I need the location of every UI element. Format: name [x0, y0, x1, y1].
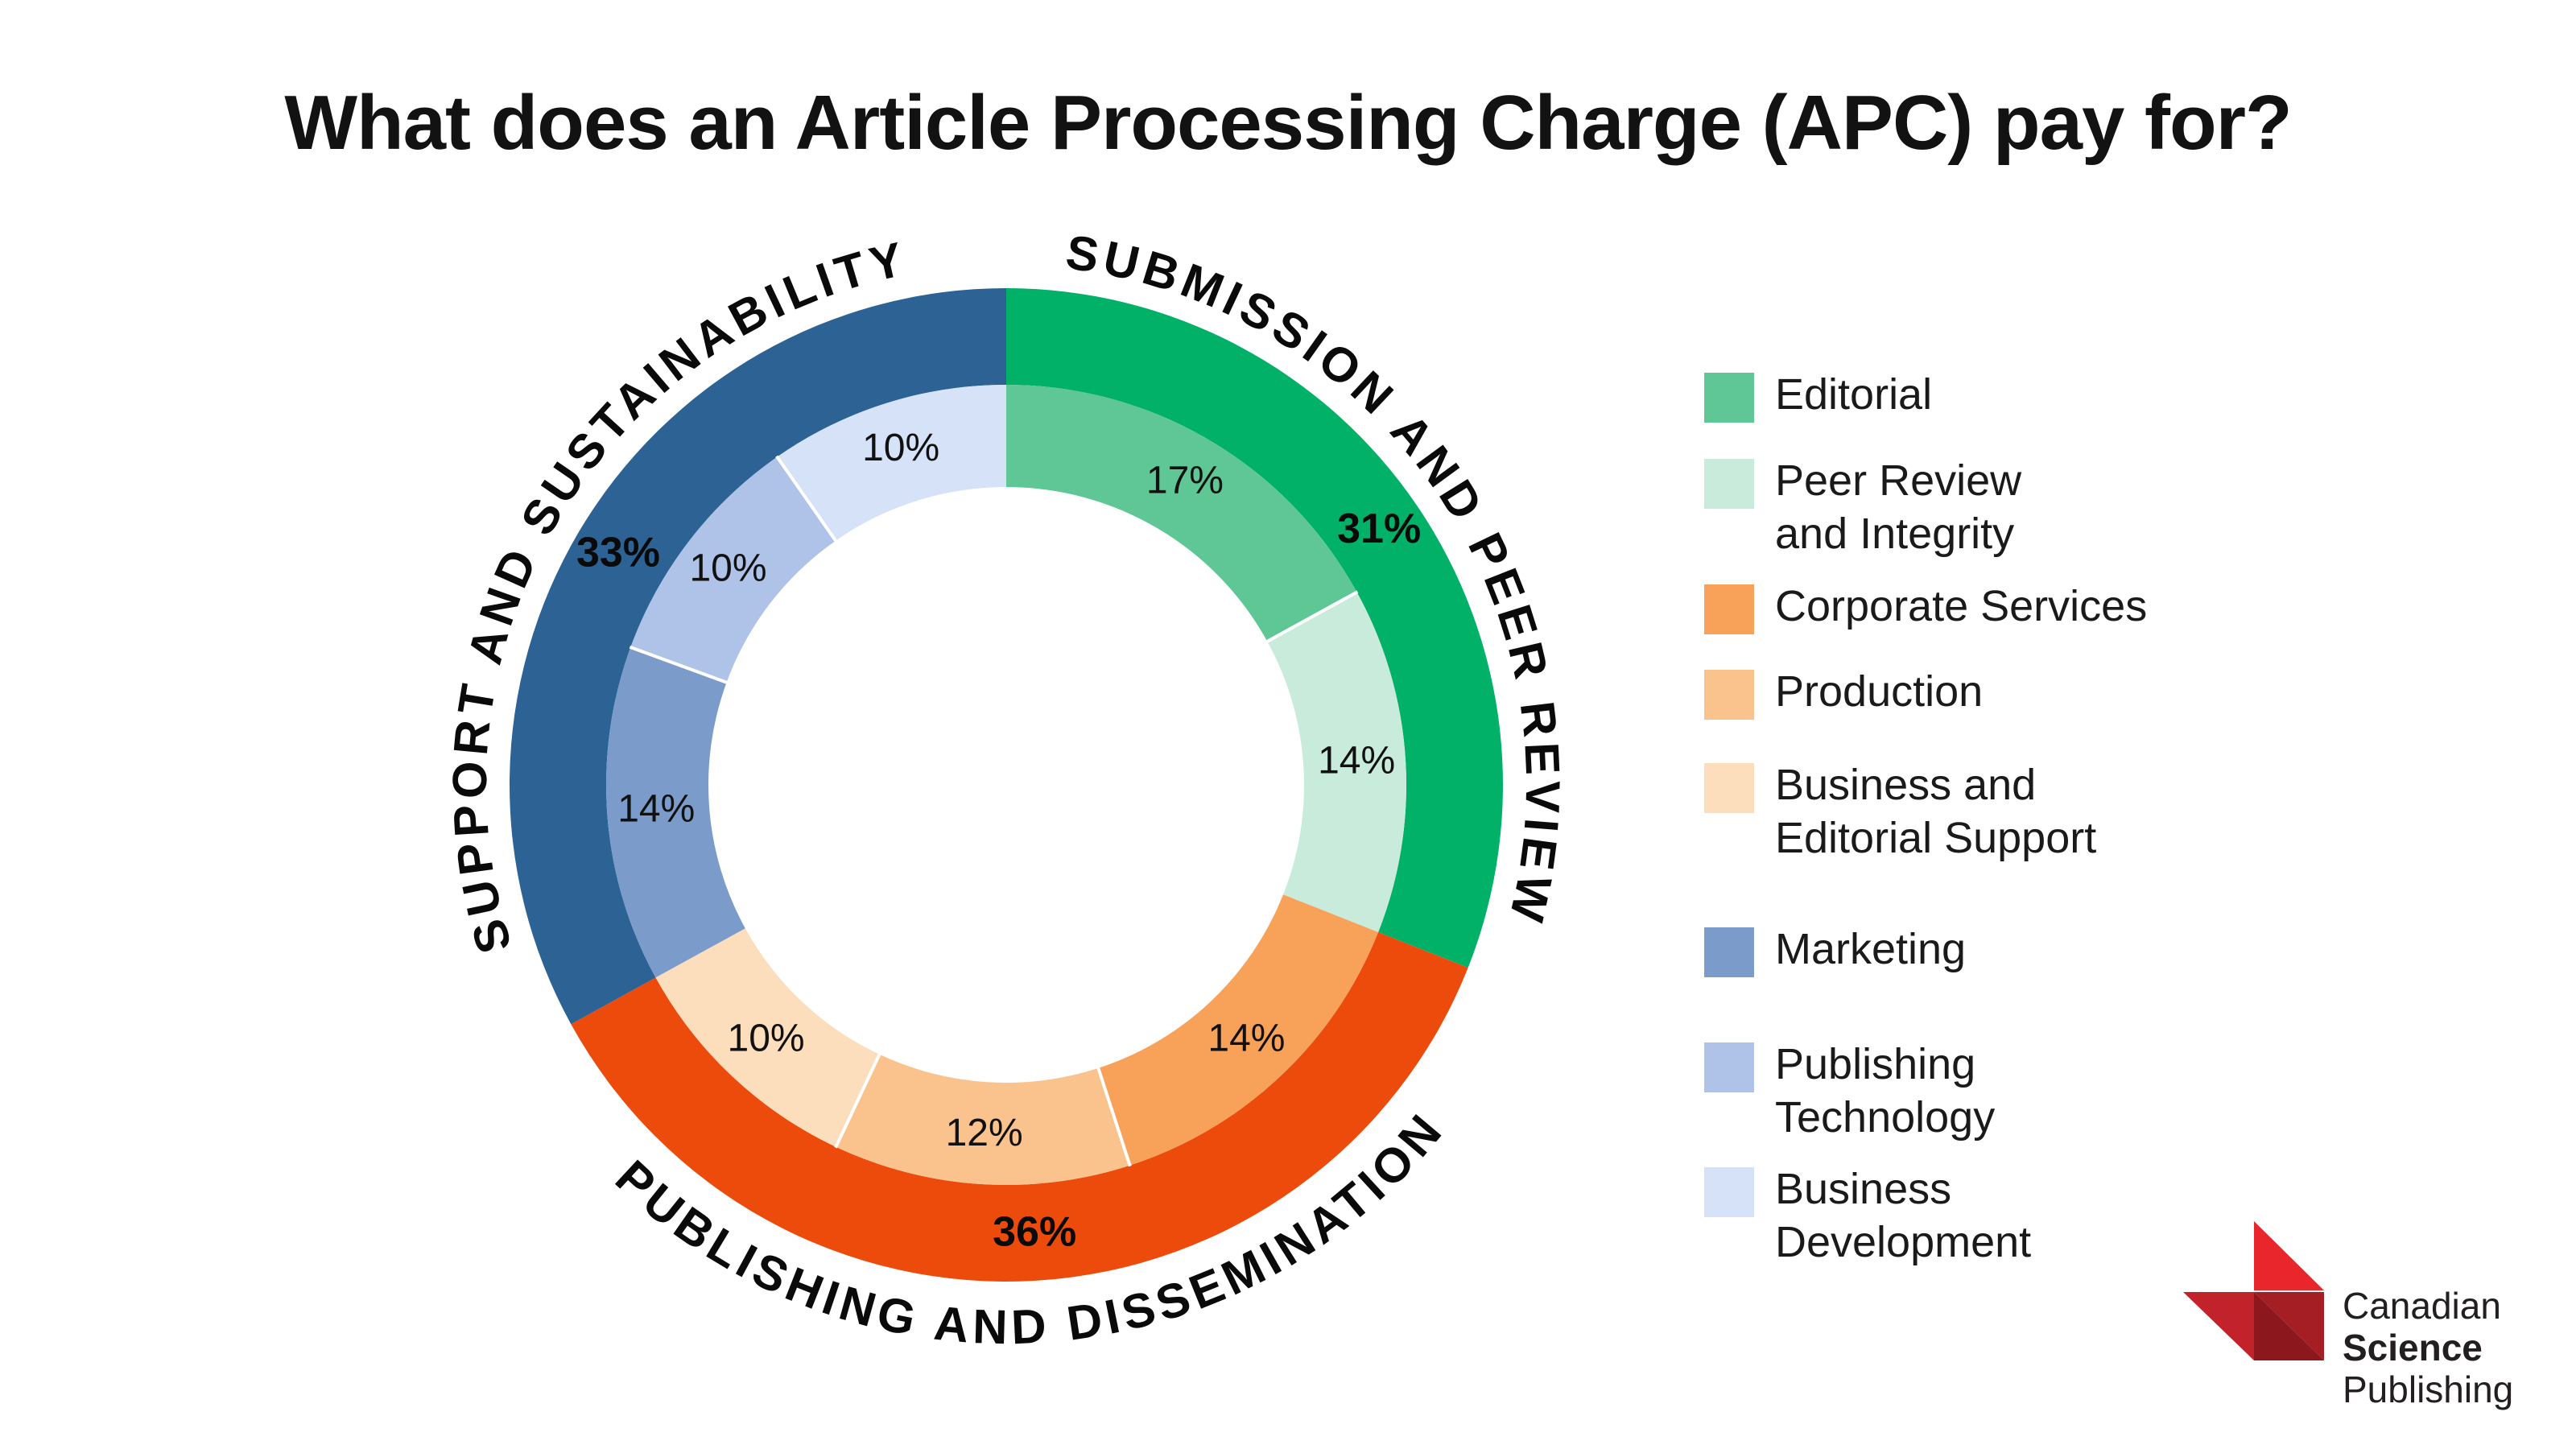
legend-item-business-development: Business Development: [1704, 1165, 2031, 1274]
legend-item-production: Production: [1704, 667, 1983, 723]
legend-label-production: Production: [1775, 667, 1984, 716]
legend-item-marketing: Marketing: [1704, 925, 1966, 980]
group-arc-submission-and-peer-review: [1006, 288, 1503, 968]
segment-divider: [834, 1052, 882, 1149]
segment-value-marketing: 14%: [617, 788, 695, 831]
legend-item-corporate-services: Corporate Services: [1704, 582, 2147, 638]
logo-text-line3: Publishing: [2343, 1368, 2513, 1410]
segment-arc-business-development: [777, 385, 1006, 541]
segment-arc-production: [836, 1054, 1130, 1186]
legend-label-business-and-editorial-support: Business and Editorial Support: [1775, 761, 2097, 862]
segment-value-business-development: 10%: [862, 427, 939, 469]
legend-swatch-marketing: [1704, 927, 1754, 977]
segment-divider: [629, 645, 729, 685]
logo-mark-square-bottom: [2254, 1292, 2324, 1360]
segment-value-publishing-technology: 10%: [689, 547, 766, 590]
legend-swatch-peer-review-and-integrity: [1704, 459, 1754, 509]
csp-logo: Canadian Science Publishing: [2183, 1221, 2513, 1410]
group-value-publishing-and-dissemination: 36%: [993, 1209, 1076, 1256]
segment-value-business-and-editorial-support: 10%: [728, 1018, 805, 1060]
segment-divider: [775, 455, 838, 543]
legend-item-publishing-technology: Publishing Technology: [1704, 1040, 1995, 1149]
segment-arc-publishing-technology: [630, 456, 836, 683]
segment-arc-business-and-editorial-support: [655, 928, 880, 1147]
legend-label-marketing: Marketing: [1775, 925, 1967, 973]
legend-swatch-editorial: [1704, 373, 1754, 423]
group-value-support-and-sustainability: 33%: [576, 530, 660, 576]
chart-title: What does an Article Processing Charge (…: [284, 80, 2292, 166]
segment-value-production: 12%: [946, 1112, 1023, 1154]
group-value-submission-and-peer-review: 31%: [1337, 506, 1421, 552]
logo-text-line2: Science: [2343, 1327, 2483, 1368]
legend-swatch-business-development: [1704, 1167, 1754, 1217]
logo-text-line1: Canadian: [2343, 1285, 2501, 1327]
segment-arc-peer-review-and-integrity: [1267, 592, 1406, 932]
segment-value-editorial: 17%: [1146, 459, 1224, 502]
segment-value-corporate-services: 14%: [1208, 1018, 1285, 1060]
legend-swatch-business-and-editorial-support: [1704, 763, 1754, 813]
logo-mark-top-triangle: [2254, 1221, 2324, 1290]
group-arc-support-and-sustainability: [510, 288, 1006, 1025]
segment-divider: [1096, 1066, 1132, 1167]
legend-item-business-and-editorial-support: Business and Editorial Support: [1704, 761, 2096, 869]
segment-arc-corporate-services: [1098, 894, 1379, 1166]
legend-label-corporate-services: Corporate Services: [1775, 582, 2148, 630]
legend-label-business-development: Business Development: [1775, 1165, 2032, 1266]
legend-swatch-corporate-services: [1704, 584, 1754, 634]
segment-arc-marketing: [606, 647, 745, 978]
segment-arc-editorial: [1006, 385, 1357, 642]
logo-mark-left-triangle: [2183, 1292, 2254, 1360]
legend-label-editorial: Editorial: [1775, 370, 1933, 419]
chart-legend: Editorial Peer Review and Integrity Corpor…: [1704, 0, 2316, 1449]
segment-value-peer-review-and-integrity: 14%: [1318, 739, 1395, 782]
legend-item-editorial: Editorial: [1704, 370, 1932, 426]
legend-label-publishing-technology: Publishing Technology: [1775, 1040, 1996, 1141]
group-arc-publishing-and-dissemination: [571, 931, 1468, 1282]
legend-item-peer-review-and-integrity: Peer Review and Integrity: [1704, 456, 2021, 565]
legend-swatch-production: [1704, 670, 1754, 720]
legend-label-peer-review-and-integrity: Peer Review and Integrity: [1775, 456, 2022, 558]
segment-divider: [1265, 590, 1359, 644]
legend-swatch-publishing-technology: [1704, 1042, 1754, 1092]
